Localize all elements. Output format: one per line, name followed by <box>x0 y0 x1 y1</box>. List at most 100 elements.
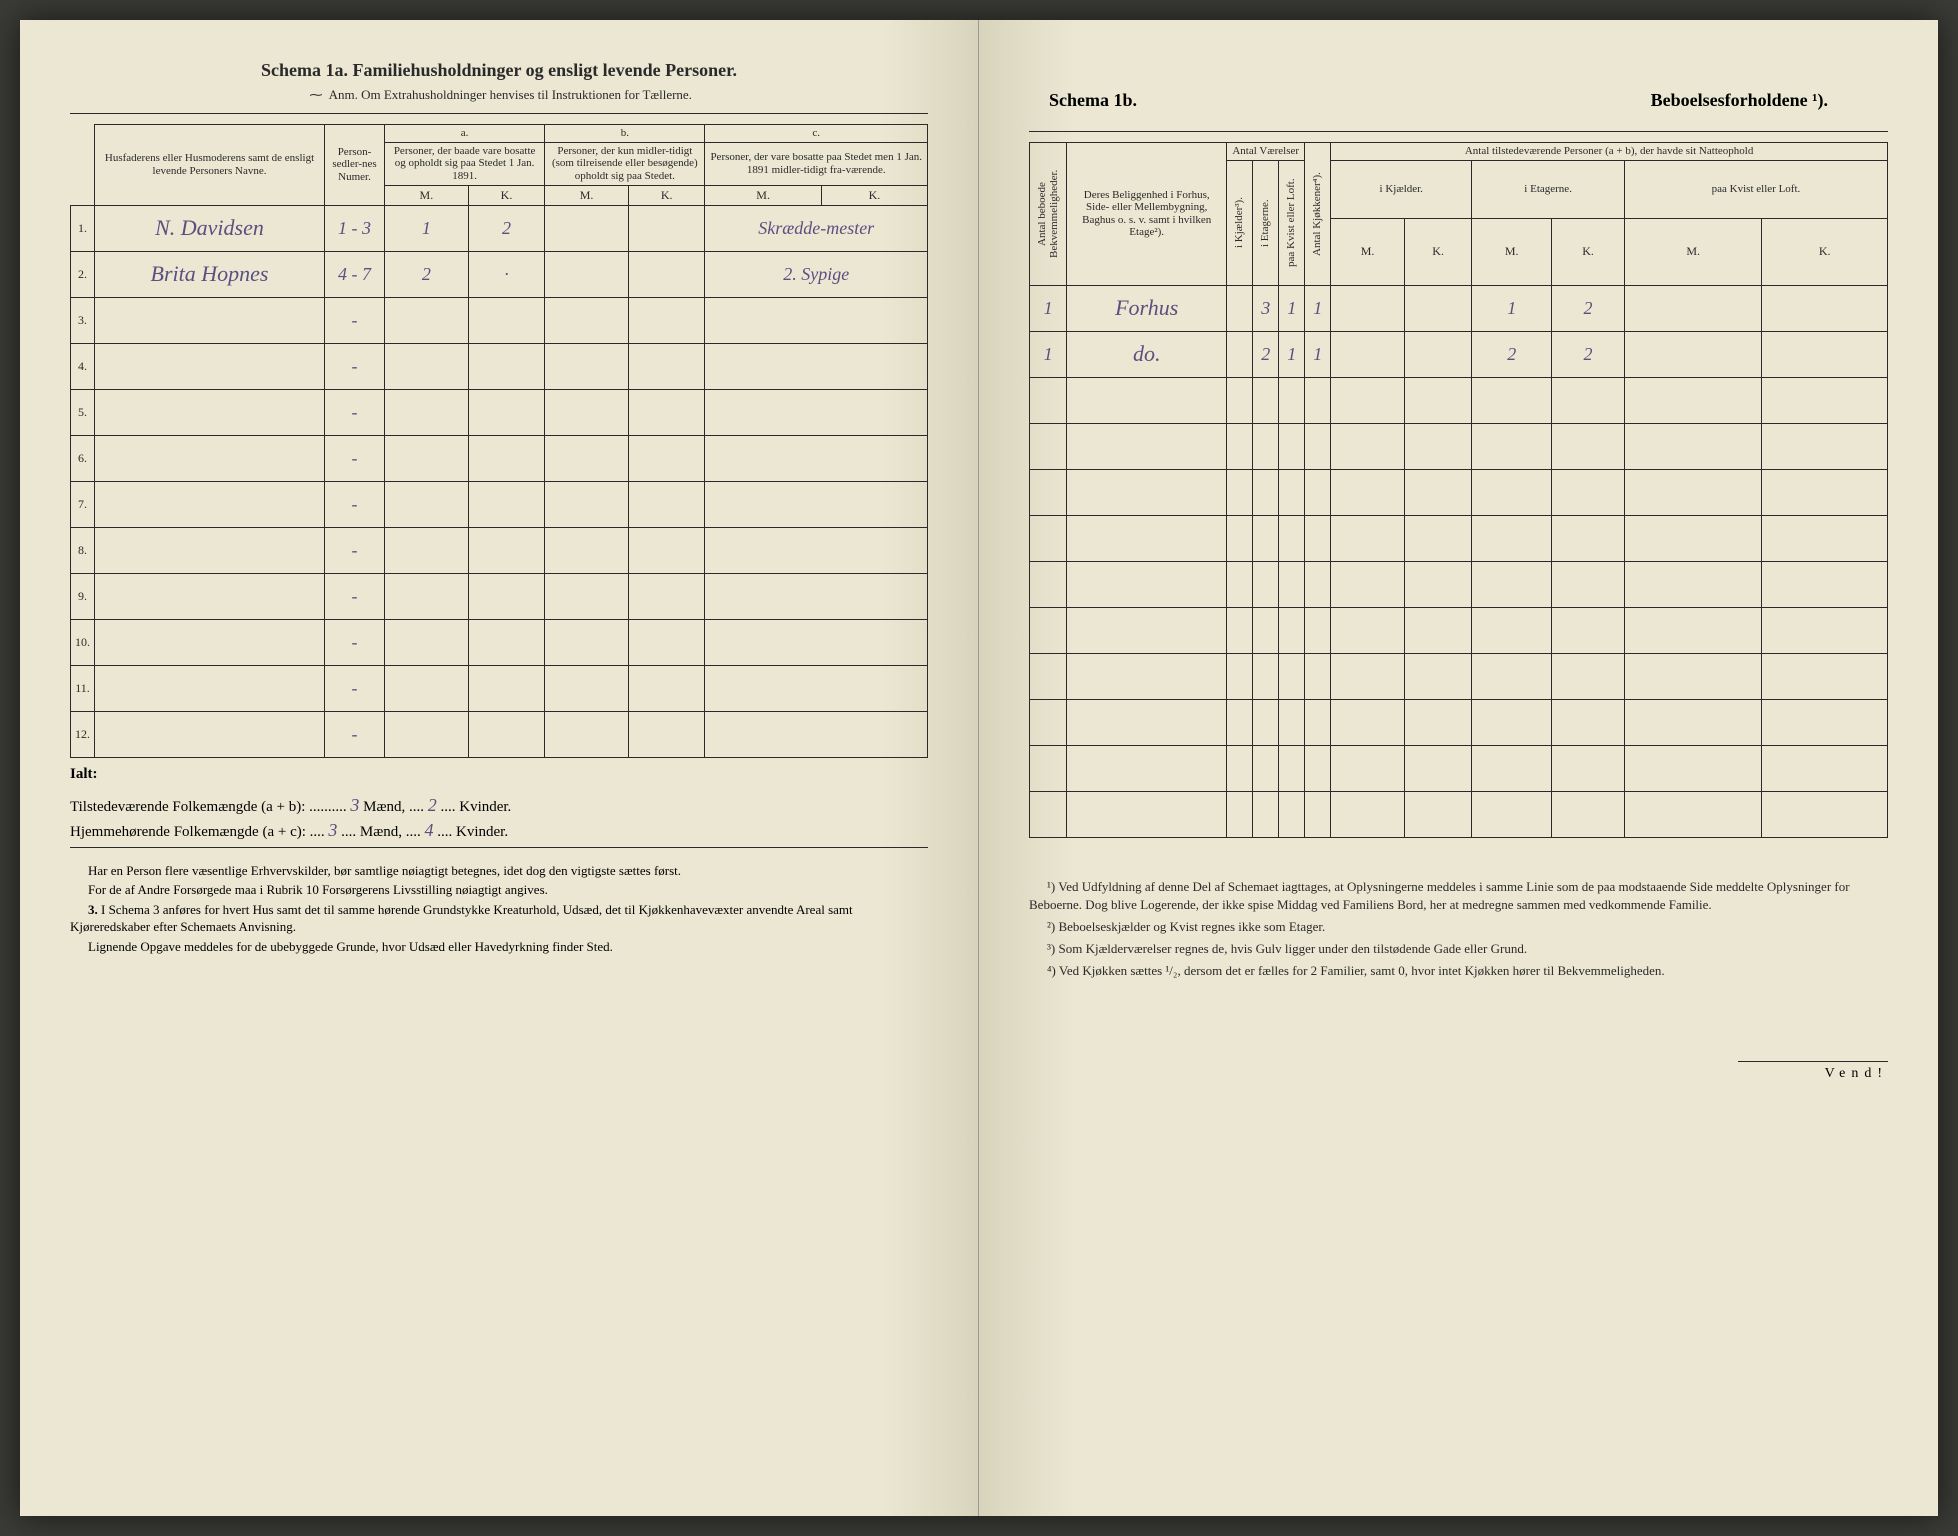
row-number: 4. <box>71 343 95 389</box>
empty-cell <box>1279 377 1305 423</box>
b-m-cell <box>545 711 629 757</box>
empty-cell <box>1279 561 1305 607</box>
row-number: 10. <box>71 619 95 665</box>
b-m-cell <box>545 573 629 619</box>
para1: Har en Person flere væsentlige Erhvervsk… <box>70 862 928 880</box>
table-row <box>1030 699 1888 745</box>
b-k-cell <box>629 435 705 481</box>
col-belig-header: Deres Beliggenhed i Forhus, Side- eller … <box>1067 143 1227 286</box>
col-pkv-m: M. <box>1624 219 1762 285</box>
empty-cell <box>1331 791 1405 837</box>
pkj-k-cell <box>1404 285 1471 331</box>
pkv-m-cell <box>1624 331 1762 377</box>
table-row: 1do.21122 <box>1030 331 1888 377</box>
note-cell <box>705 343 928 389</box>
empty-cell <box>1067 607 1227 653</box>
schema-1b-title: Beboelsesforholdene ¹). <box>1651 90 1828 111</box>
row-number: 5. <box>71 389 95 435</box>
ialt-label: Ialt: <box>70 766 928 783</box>
personsedler-cell: - <box>325 665 385 711</box>
empty-cell <box>1331 423 1405 469</box>
table-schema-1b: Antal beboede Bekvemmeligheder. Deres Be… <box>1029 142 1888 838</box>
name-cell <box>95 527 325 573</box>
pkv-k-cell <box>1762 331 1888 377</box>
pkv-k-cell <box>1762 285 1888 331</box>
name-cell: Brita Hopnes <box>95 251 325 297</box>
pet-m-cell: 2 <box>1472 331 1552 377</box>
footnote-2: ²) Beboelseskjælder og Kvist regnes ikke… <box>1029 918 1888 936</box>
a-k-cell: 2 <box>468 205 544 251</box>
table-row: 5.- <box>71 389 928 435</box>
kv-cell: 1 <box>1279 285 1305 331</box>
tot2-m: 3 <box>328 820 337 840</box>
name-cell <box>95 297 325 343</box>
footnote-1: ¹) Ved Udfyldning af denne Del af Schema… <box>1029 878 1888 914</box>
a-m-cell <box>385 389 469 435</box>
a-k-cell <box>468 481 544 527</box>
pkv-m-cell <box>1624 285 1762 331</box>
kj-cell <box>1227 285 1253 331</box>
empty-cell <box>1762 423 1888 469</box>
empty-cell <box>1552 561 1625 607</box>
pkj-m-cell <box>1331 285 1405 331</box>
col-pkj-m: M. <box>1331 219 1405 285</box>
empty-cell <box>1624 791 1762 837</box>
empty-cell <box>1030 515 1067 561</box>
col-pet-k: K. <box>1552 219 1625 285</box>
empty-cell <box>1472 607 1552 653</box>
para3-text: I Schema 3 anføres for hvert Hus samt de… <box>70 902 853 935</box>
empty-cell <box>1067 515 1227 561</box>
col-kjokken-header: Antal Kjøkkener⁴). <box>1309 154 1325 274</box>
col-a-header: Personer, der baade vare bosatte og opho… <box>385 142 545 185</box>
note-cell <box>705 619 928 665</box>
name-cell <box>95 711 325 757</box>
a-m-cell <box>385 481 469 527</box>
note-cell: Skrædde-mester <box>705 205 928 251</box>
a-k-cell <box>468 665 544 711</box>
empty-cell <box>1227 791 1253 837</box>
pet-k-cell: 2 <box>1552 285 1625 331</box>
empty-cell <box>1624 423 1762 469</box>
empty-cell <box>1762 745 1888 791</box>
b-m-cell <box>545 481 629 527</box>
b-m-cell <box>545 665 629 711</box>
col-kvist-header: paa Kvist eller Loft. <box>1283 163 1299 283</box>
personsedler-cell: - <box>325 527 385 573</box>
table-row <box>1030 377 1888 423</box>
empty-cell <box>1404 469 1471 515</box>
empty-cell <box>1404 561 1471 607</box>
empty-cell <box>1472 653 1552 699</box>
table-row: 2.Brita Hopnes4 - 72·2. Sypige <box>71 251 928 297</box>
empty-cell <box>1404 607 1471 653</box>
note-cell <box>705 435 928 481</box>
para3: 3. I Schema 3 anføres for hvert Hus samt… <box>70 901 928 936</box>
schema-1a-title: Schema 1a. Familiehusholdninger og ensli… <box>70 60 928 81</box>
empty-cell <box>1067 699 1227 745</box>
a-k-cell <box>468 573 544 619</box>
bottom-paragraphs: Har en Person flere væsentlige Erhvervsk… <box>70 862 928 956</box>
empty-cell <box>1253 699 1279 745</box>
empty-cell <box>1279 423 1305 469</box>
empty-cell <box>1472 469 1552 515</box>
col-a-k: K. <box>468 185 544 205</box>
pkj-m-cell <box>1331 331 1405 377</box>
col-pkj-k: K. <box>1404 219 1471 285</box>
b-k-cell <box>629 343 705 389</box>
col-p-etagerne-header: i Etagerne. <box>1472 160 1625 219</box>
empty-cell <box>1030 607 1067 653</box>
a-k-cell <box>468 343 544 389</box>
empty-cell <box>1624 561 1762 607</box>
empty-cell <box>1331 653 1405 699</box>
note-cell <box>705 297 928 343</box>
empty-cell <box>1030 561 1067 607</box>
personsedler-cell: - <box>325 435 385 481</box>
personsedler-cell: 1 - 3 <box>325 205 385 251</box>
empty-cell <box>1404 377 1471 423</box>
empty-cell <box>1404 423 1471 469</box>
col-p-kvist-header: paa Kvist eller Loft. <box>1624 160 1887 219</box>
b-k-cell <box>629 619 705 665</box>
belig-cell: do. <box>1067 331 1227 377</box>
empty-cell <box>1552 607 1625 653</box>
table-row: 1.N. Davidsen1 - 312Skrædde-mester <box>71 205 928 251</box>
b-k-cell <box>629 251 705 297</box>
